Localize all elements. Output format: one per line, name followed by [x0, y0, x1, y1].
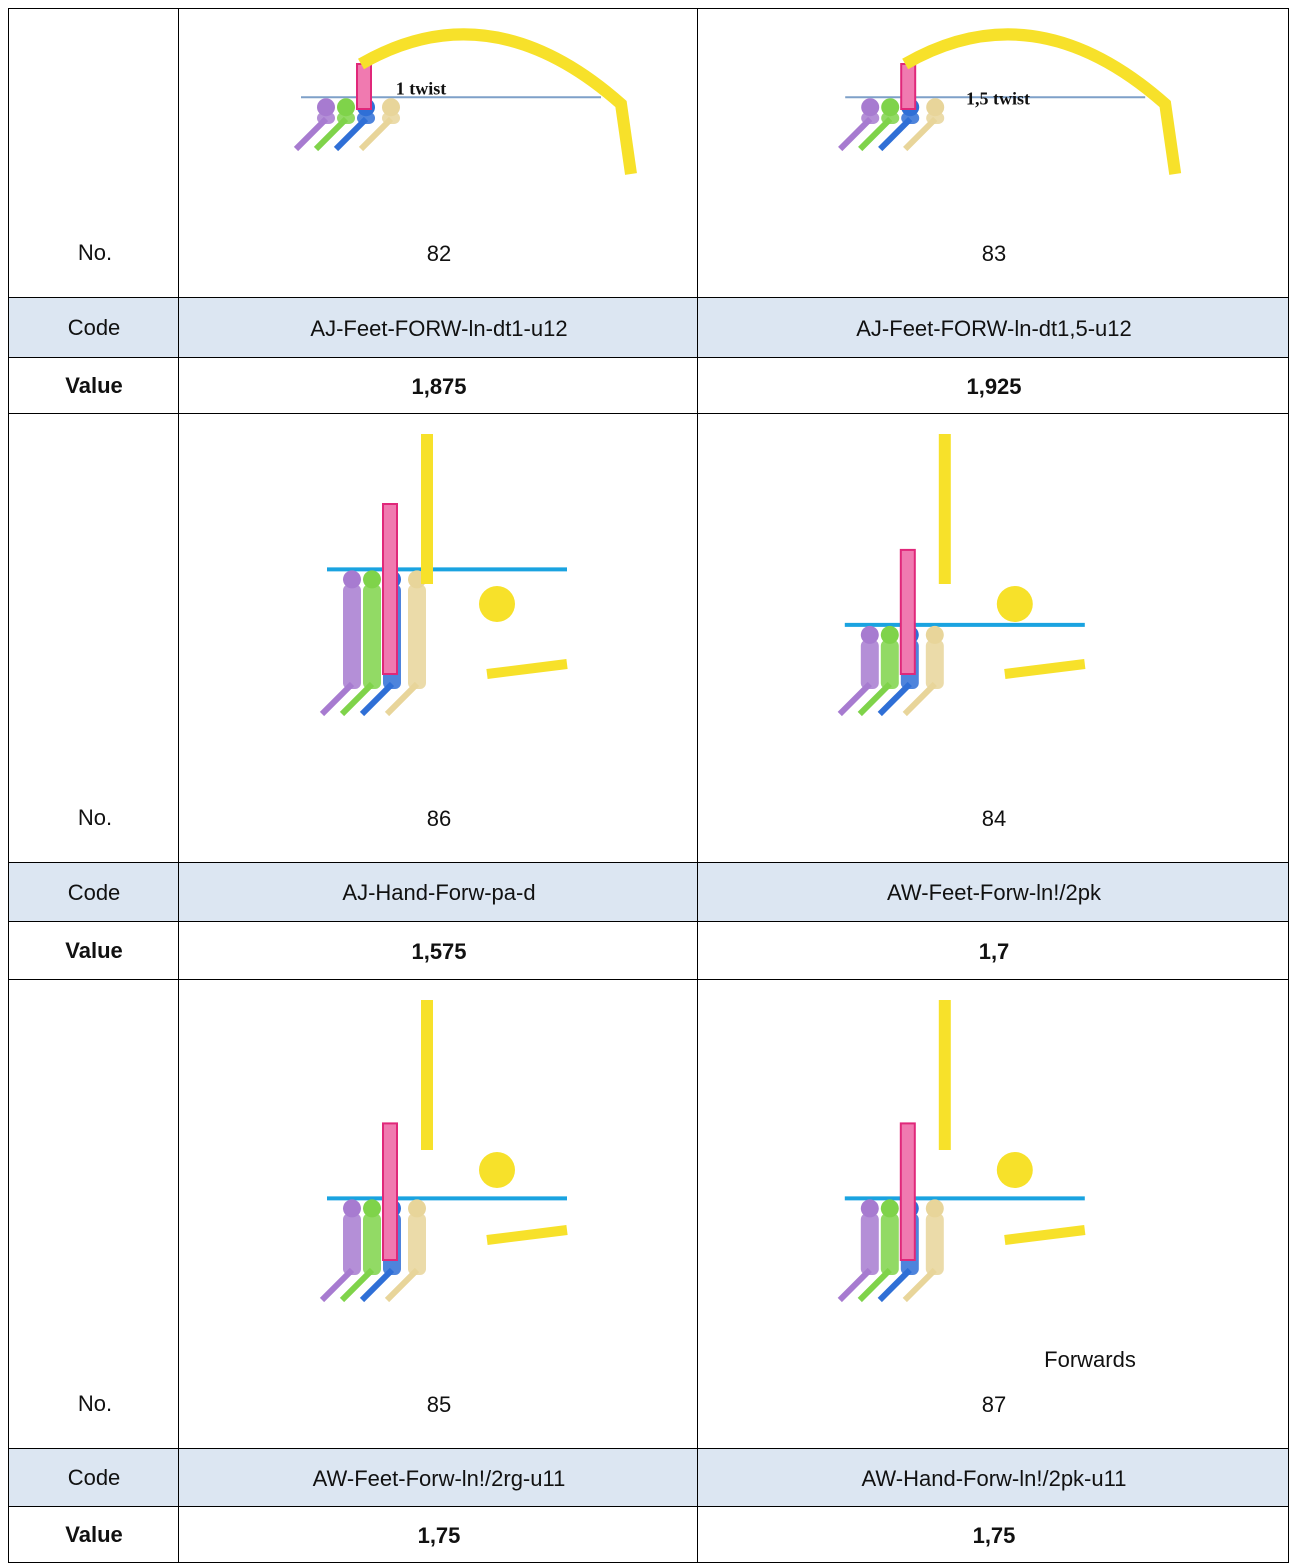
value: 1,75 [972, 1522, 1016, 1548]
code: AW-Feet-Forw-ln!/2rg-u11 [312, 1465, 566, 1491]
row-label: Code [67, 315, 121, 340]
row-label: No. [77, 805, 113, 830]
figure-number: 82 [426, 241, 452, 266]
illustration [838, 28, 1182, 175]
label-cell: Value [8, 921, 179, 980]
figure-note: 1,5 twist [966, 88, 1030, 109]
value: 1,75 [417, 1522, 461, 1548]
label-cell: Code [8, 1448, 179, 1507]
figure-number: 85 [426, 1392, 452, 1417]
figure-number: 86 [426, 806, 452, 831]
row-label: Code [67, 879, 121, 905]
row-label: Value [65, 1522, 123, 1547]
row-label: Code [67, 1465, 121, 1490]
illustration [837, 1000, 1086, 1303]
code: AJ-Feet-FORW-ln-dt1,5-u12 [856, 315, 1132, 341]
figure-note: Forwards [1044, 1347, 1136, 1372]
illustration [319, 1000, 568, 1303]
figure-number: 84 [981, 806, 1007, 831]
value-cell: 1,925 [697, 357, 1289, 414]
figure-cell: 87 Forwards [697, 979, 1289, 1449]
code: AW-Hand-Forw-ln!/2pk-u11 [861, 1465, 1127, 1491]
figure-cell: 86 [178, 413, 698, 863]
row-label: Value [65, 938, 123, 963]
illustration [837, 434, 1086, 717]
row-label: No. [77, 1391, 113, 1416]
figure-cell: 82 1 twist [178, 8, 698, 298]
label-cell: Value [8, 357, 179, 414]
code-cell: AW-Hand-Forw-ln!/2pk-u11 [697, 1448, 1289, 1507]
illustration [293, 28, 637, 175]
value-cell: 1,875 [178, 357, 698, 414]
value-cell: 1,75 [178, 1506, 698, 1563]
code: AJ-Feet-FORW-ln-dt1-u12 [310, 315, 568, 341]
code-cell: AW-Feet-Forw-ln!/2rg-u11 [178, 1448, 698, 1507]
figure-cell: 84 [697, 413, 1289, 863]
figure-note: 1 twist [395, 78, 447, 99]
row-label: No. [77, 240, 113, 265]
illustration [319, 434, 568, 717]
label-cell: Value [8, 1506, 179, 1563]
value: 1,925 [966, 373, 1022, 399]
code-cell: AW-Feet-Forw-ln!/2pk [697, 862, 1289, 922]
code: AJ-Hand-Forw-pa-d [342, 880, 536, 905]
label-cell: No. [8, 979, 179, 1449]
code-cell: AJ-Hand-Forw-pa-d [178, 862, 698, 922]
value: 1,7 [978, 938, 1010, 964]
value-cell: 1,575 [178, 921, 698, 980]
figure-cell: 83 1,5 twist [697, 8, 1289, 298]
code-cell: AJ-Feet-FORW-ln-dt1,5-u12 [697, 297, 1289, 358]
label-cell: Code [8, 862, 179, 922]
row-label: Value [65, 373, 123, 398]
value-cell: 1,75 [697, 1506, 1289, 1563]
figure-number: 83 [981, 241, 1007, 266]
value: 1,875 [411, 373, 467, 399]
value: 1,575 [411, 938, 467, 964]
code: AW-Feet-Forw-ln!/2pk [887, 880, 1101, 905]
value-cell: 1,7 [697, 921, 1289, 980]
label-cell: No. [8, 8, 179, 298]
label-cell: Code [8, 297, 179, 358]
figure-cell: 85 [178, 979, 698, 1449]
code-cell: AJ-Feet-FORW-ln-dt1-u12 [178, 297, 698, 358]
figure-number: 87 [981, 1392, 1007, 1417]
label-cell: No. [8, 413, 179, 863]
